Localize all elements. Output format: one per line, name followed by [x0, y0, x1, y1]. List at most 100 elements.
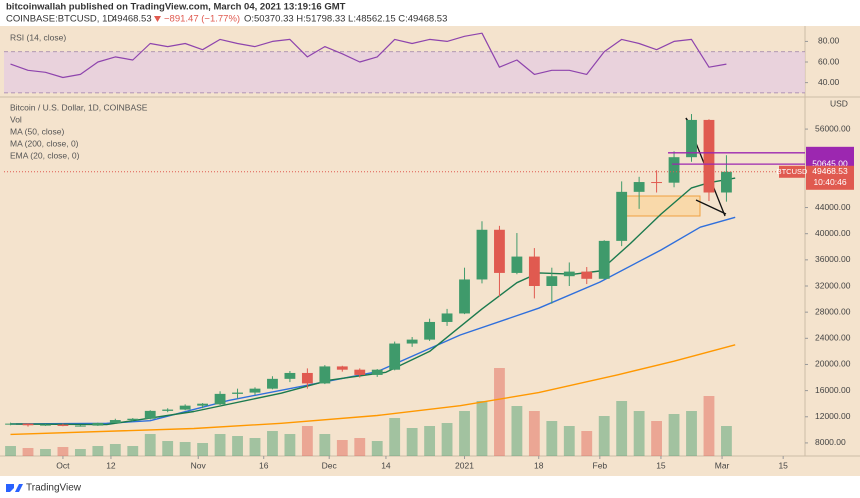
candle-body — [74, 425, 86, 427]
legend-entry: MA (200, close, 0) — [10, 138, 79, 148]
volume-bar — [406, 428, 418, 456]
volume-bar — [319, 434, 331, 456]
pane-title: RSI (14, close) — [10, 32, 66, 42]
volume-bar — [92, 446, 104, 456]
y-tick-label: 8000.00 — [815, 437, 846, 447]
volume-bar — [179, 442, 191, 456]
y-tick-label: 44000.00 — [815, 202, 851, 212]
candle-body — [668, 157, 680, 183]
legend-entry: MA (50, close) — [10, 126, 64, 136]
candle-body — [40, 424, 51, 426]
volume-bar — [494, 368, 505, 456]
candle-body — [633, 182, 645, 192]
axis-unit: USD — [830, 98, 848, 108]
moving-average-line — [10, 344, 736, 436]
symbol-label: BTCUSD — [777, 167, 808, 176]
x-tick-label: 15 — [656, 460, 666, 470]
volume-bar — [354, 438, 366, 456]
y-tick-label: 56000.00 — [815, 123, 851, 133]
volume-bar — [598, 416, 610, 456]
y-tick-label: 28000.00 — [815, 306, 851, 316]
candle-body — [301, 372, 313, 384]
y-tick-label: 36000.00 — [815, 254, 851, 264]
volume-bar — [109, 444, 121, 456]
legend-entry: Vol — [10, 114, 22, 124]
candle-body — [651, 182, 662, 184]
candle-body — [144, 410, 156, 419]
volume-bar — [284, 434, 296, 456]
candle-body — [459, 279, 470, 314]
candle-body — [214, 393, 226, 405]
volume-bar — [511, 406, 523, 456]
y-tick-label: 12000.00 — [815, 411, 851, 421]
candle-body — [546, 276, 558, 286]
x-tick-label: 2021 — [455, 460, 474, 470]
volume-bar — [441, 423, 453, 456]
candle-body — [127, 418, 139, 421]
y-tick-label: 16000.00 — [815, 385, 851, 395]
volume-bar — [162, 441, 174, 456]
candle-body — [511, 256, 523, 273]
candle-body — [581, 271, 593, 279]
candle-body — [721, 171, 732, 193]
candle-body — [528, 256, 540, 286]
volume-bar — [22, 448, 34, 456]
y-tick-label: 32000.00 — [815, 280, 851, 290]
y-tick-label: 40.00 — [818, 77, 840, 87]
candle-body — [284, 372, 296, 379]
x-tick-label: Nov — [191, 460, 207, 470]
price-tag — [806, 165, 854, 190]
volume-bar — [389, 418, 401, 456]
candle-body — [5, 423, 16, 425]
volume-bar — [144, 434, 156, 456]
level-label: 50645.00 — [812, 158, 848, 168]
volume-bar — [267, 431, 278, 456]
volume-bar — [301, 426, 313, 456]
volume-bar — [633, 411, 645, 456]
volume-bar — [214, 434, 226, 456]
moving-average-line — [10, 177, 736, 426]
y-tick-label: 80.00 — [818, 36, 840, 46]
candle-body — [389, 343, 401, 370]
volume-bar — [40, 449, 51, 456]
x-tick-label: Mar — [715, 460, 730, 470]
volume-bar — [546, 421, 558, 456]
candle-body — [686, 119, 697, 158]
down-arrow — [154, 16, 161, 22]
y-tick-label: 60.00 — [818, 56, 840, 66]
candle-body — [424, 321, 436, 340]
candle-body — [371, 369, 383, 375]
volume-bar — [127, 446, 139, 456]
last-price-header: 49468.53 — [112, 14, 152, 25]
x-tick-label: 16 — [259, 460, 269, 470]
candle-body — [249, 388, 261, 393]
volume-bar — [197, 443, 209, 456]
chart-background — [0, 26, 860, 476]
candle-body — [703, 119, 715, 193]
volume-bar — [459, 411, 470, 456]
candle-body — [441, 313, 453, 322]
volume-bar — [651, 421, 662, 456]
publisher: bitcoinwallah published on TradingView.c… — [6, 2, 346, 13]
moving-average-line — [10, 216, 736, 425]
ohlc: O:50370.33 H:51798.33 L:48562.15 C:49468… — [244, 14, 447, 25]
candle-body — [598, 240, 610, 279]
x-tick-label: 14 — [381, 460, 391, 470]
price-label: 49468.53 — [812, 166, 848, 176]
candle-body — [232, 392, 243, 394]
candle-body — [336, 366, 348, 370]
candle-body — [494, 229, 505, 273]
candle-body — [109, 420, 121, 423]
volume-bar — [371, 441, 383, 456]
x-tick-label: Oct — [56, 460, 70, 470]
legend-entry: EMA (20, close, 0) — [10, 150, 80, 160]
volume-bar — [721, 426, 732, 456]
change: −891.47 (−1.77%) — [164, 14, 240, 25]
candle-body — [319, 366, 331, 384]
pennant-line — [695, 199, 727, 215]
volume-bar — [232, 436, 243, 456]
candle-body — [354, 369, 366, 375]
x-tick-label: 12 — [106, 460, 116, 470]
volume-bar — [74, 449, 86, 456]
